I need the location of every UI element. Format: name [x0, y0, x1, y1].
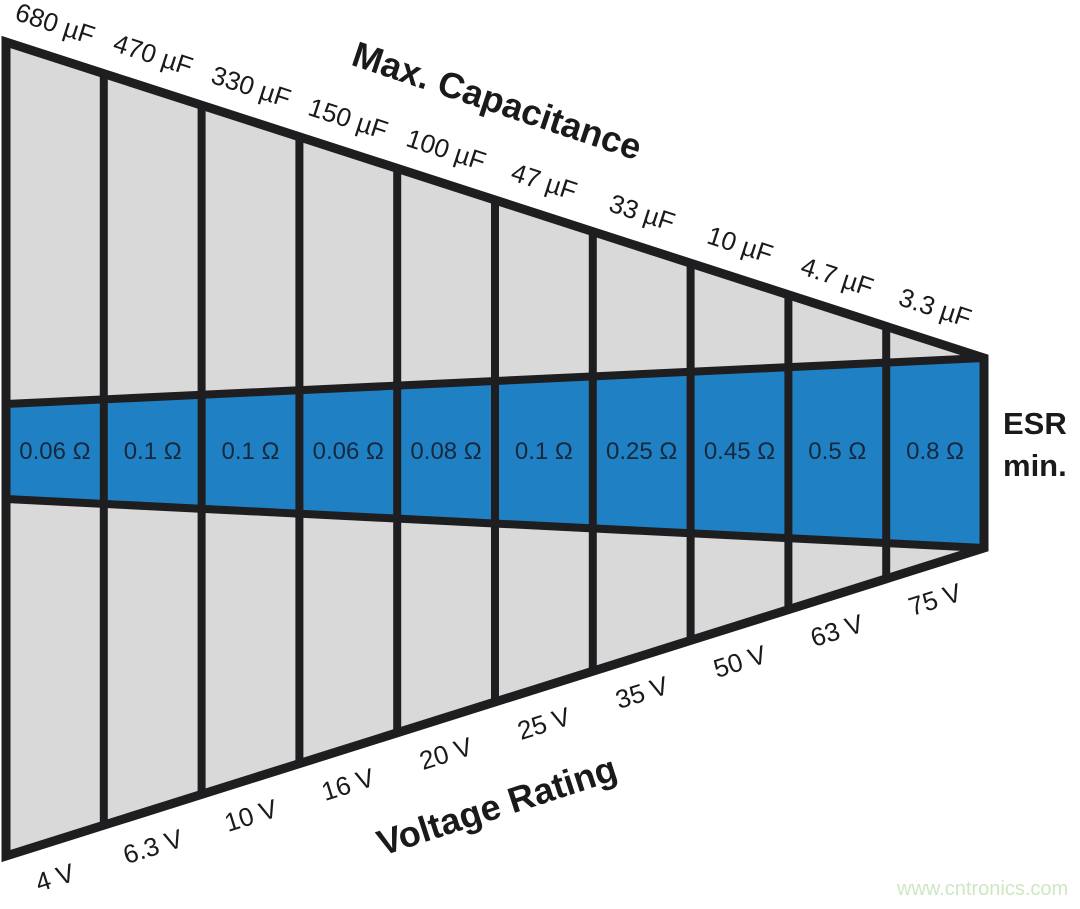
esr-band-bottom-edge	[5, 495, 985, 552]
esr-min-line2: min.	[1003, 448, 1067, 483]
esr-min-line1: ESR	[1003, 406, 1067, 441]
esr-value: 0.1 Ω	[123, 438, 182, 465]
esr-value: 0.5 Ω	[808, 438, 867, 465]
esr-value: 0.45 Ω	[703, 438, 776, 465]
esr-min-axis-label: ESR min.	[1003, 403, 1067, 487]
watermark: www.cntronics.com	[897, 878, 1069, 900]
esr-value: 0.06 Ω	[312, 438, 384, 465]
esr-value: 0.08 Ω	[410, 438, 482, 465]
wedge-outline	[1, 35, 989, 863]
esr-value: 0.8 Ω	[906, 438, 965, 465]
esr-value: 0.1 Ω	[514, 438, 573, 465]
esr-value: 0.06 Ω	[19, 438, 91, 465]
esr-band-top-edge	[5, 354, 985, 408]
esr-value: 0.1 Ω	[221, 438, 280, 465]
esr-value: 0.25 Ω	[606, 438, 678, 465]
